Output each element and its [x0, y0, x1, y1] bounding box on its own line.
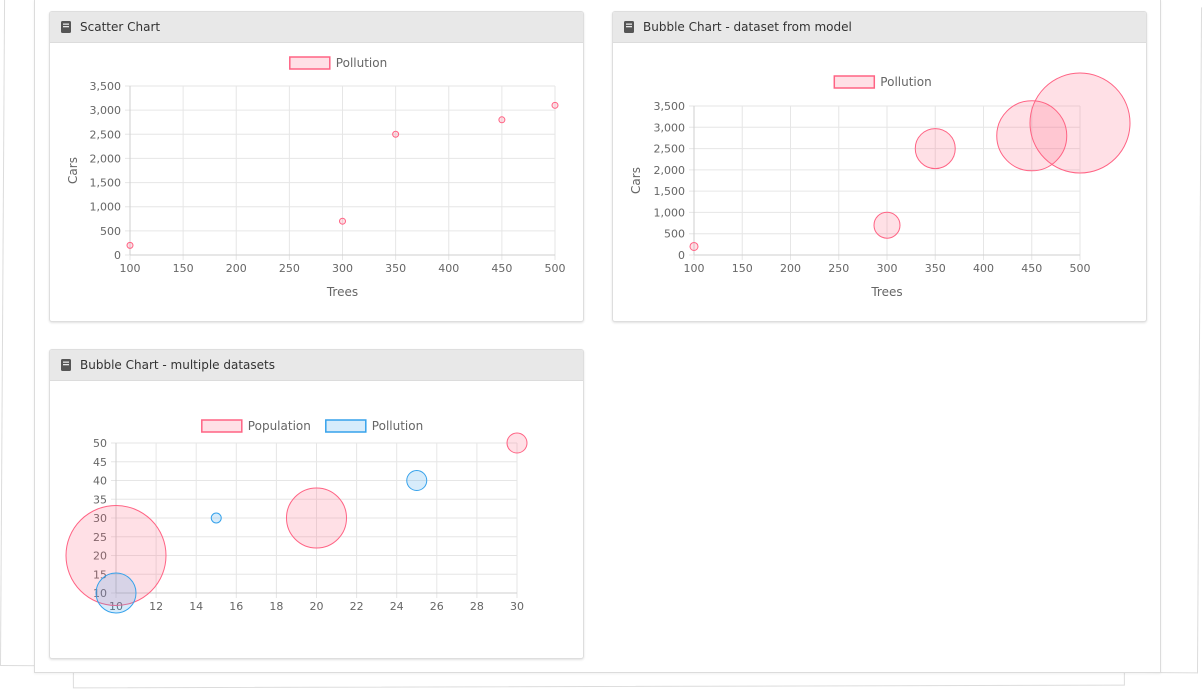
x-tick-label: 14: [189, 600, 203, 613]
x-tick-label: 28: [470, 600, 484, 613]
x-tick-label: 200: [780, 262, 801, 275]
x-axis-title: Trees: [870, 285, 902, 299]
x-tick-label: 26: [430, 600, 444, 613]
x-tick-label: 350: [385, 262, 406, 275]
panel-title: Bubble Chart - dataset from model: [643, 20, 852, 34]
y-tick-label: 1,000: [90, 201, 122, 214]
x-tick-label: 30: [510, 600, 524, 613]
x-tick-label: 400: [438, 262, 459, 275]
scatter-chart-panel: Scatter Chart 100 150 200 250 300 350 400 450 50…: [49, 11, 584, 322]
y-tick-label: 500: [100, 225, 121, 238]
panel-header: Bubble Chart - multiple datasets: [50, 350, 583, 381]
data-point: [392, 130, 400, 138]
y-tick-label: 0: [678, 249, 685, 262]
data-bubble: [65, 505, 167, 606]
data-bubble: [210, 512, 222, 524]
legend-swatch: [201, 419, 243, 433]
y-tick-label: 1,000: [654, 206, 686, 219]
y-tick-label: 3,000: [90, 104, 122, 117]
x-tick-label: 100: [120, 262, 141, 275]
y-tick-label: 2,500: [654, 143, 686, 156]
x-tick-label: 450: [1021, 262, 1042, 275]
legend-swatch: [289, 56, 331, 70]
scatter-chart: 100 150 200 250 300 350 400 450 500 0 500 1,000 1,50…: [66, 56, 566, 299]
bubble-model-chart-panel: Bubble Chart - dataset from model 100 150…: [612, 11, 1147, 322]
x-tick-label: 10: [109, 600, 123, 613]
bubble-multi-chart: 1012141618202224262830101520253035404550…: [65, 419, 528, 614]
x-tick-label: 300: [877, 262, 898, 275]
data-bubble: [873, 211, 901, 239]
x-tick-label: 400: [973, 262, 994, 275]
y-tick-label: 2,000: [90, 152, 122, 165]
legend-label: Pollution: [880, 75, 931, 89]
book-icon: [61, 21, 71, 33]
y-tick-label: 1,500: [90, 177, 122, 190]
y-axis-title: Cars: [66, 157, 80, 184]
data-bubble: [689, 241, 699, 251]
y-tick-label: 500: [664, 228, 685, 241]
data-point: [339, 217, 346, 225]
x-tick-label: 22: [350, 600, 364, 613]
y-tick-label: 35: [93, 493, 107, 506]
panel-title: Scatter Chart: [80, 20, 161, 34]
x-tick-label: 450: [491, 262, 512, 275]
legend-label: Pollution: [372, 419, 423, 433]
x-tick-label: 200: [226, 262, 247, 275]
x-tick-label: 12: [149, 600, 163, 613]
x-tick-label: 300: [332, 262, 353, 275]
legend-label: Population: [248, 419, 311, 433]
data-bubble: [914, 128, 956, 170]
y-axis-title: Cars: [629, 167, 643, 194]
y-tick-label: 3,500: [654, 100, 686, 113]
data-bubble: [286, 487, 347, 549]
x-tick-label: 150: [732, 262, 753, 275]
y-tick-label: 2,500: [90, 128, 122, 141]
y-tick-label: 25: [93, 531, 107, 544]
x-tick-label: 20: [310, 600, 324, 613]
legend-label: Pollution: [336, 56, 387, 70]
data-point: [498, 116, 506, 124]
data-point: [551, 101, 559, 109]
panel-header: Bubble Chart - dataset from model: [613, 12, 1146, 43]
bubble-model-chart: 100 150 200 250 300 350 400 450 500 0 500 1,000 1,50…: [629, 72, 1131, 299]
data-bubble: [95, 572, 137, 614]
x-tick-label: 24: [390, 600, 404, 613]
bubble-multi-chart-panel: Bubble Chart - multiple datasets 10 12 14 1…: [49, 349, 584, 659]
x-tick-label: 18: [269, 600, 283, 613]
data-bubble: [1029, 72, 1131, 174]
x-tick-label: 150: [173, 262, 194, 275]
x-tick-label: 16: [229, 600, 243, 613]
x-tick-label: 250: [828, 262, 849, 275]
y-tick-label: 1,500: [654, 185, 686, 198]
data-bubble: [506, 432, 528, 454]
book-icon: [61, 359, 71, 371]
data-bubble: [406, 470, 428, 491]
panel-title: Bubble Chart - multiple datasets: [80, 358, 275, 372]
y-tick-label: 3,000: [654, 121, 686, 134]
legend-swatch: [833, 75, 876, 89]
data-point: [126, 241, 134, 249]
book-icon: [624, 21, 634, 33]
y-tick-label: 45: [93, 456, 107, 469]
x-tick-label: 100: [684, 262, 705, 275]
y-tick-label: 20: [93, 550, 107, 563]
x-tick-label: 500: [1070, 262, 1091, 275]
panel-header: Scatter Chart: [50, 12, 583, 43]
y-tick-label: 0: [114, 249, 121, 262]
legend-swatch: [325, 419, 367, 433]
y-tick-label: 50: [93, 437, 107, 450]
y-tick-label: 30: [93, 512, 107, 525]
x-tick-label: 250: [279, 262, 300, 275]
x-axis-title: Trees: [326, 285, 358, 299]
x-tick-label: 500: [545, 262, 566, 275]
y-tick-label: 2,000: [654, 164, 686, 177]
y-tick-label: 40: [93, 475, 107, 488]
x-tick-label: 350: [925, 262, 946, 275]
y-tick-label: 3,500: [90, 80, 122, 93]
